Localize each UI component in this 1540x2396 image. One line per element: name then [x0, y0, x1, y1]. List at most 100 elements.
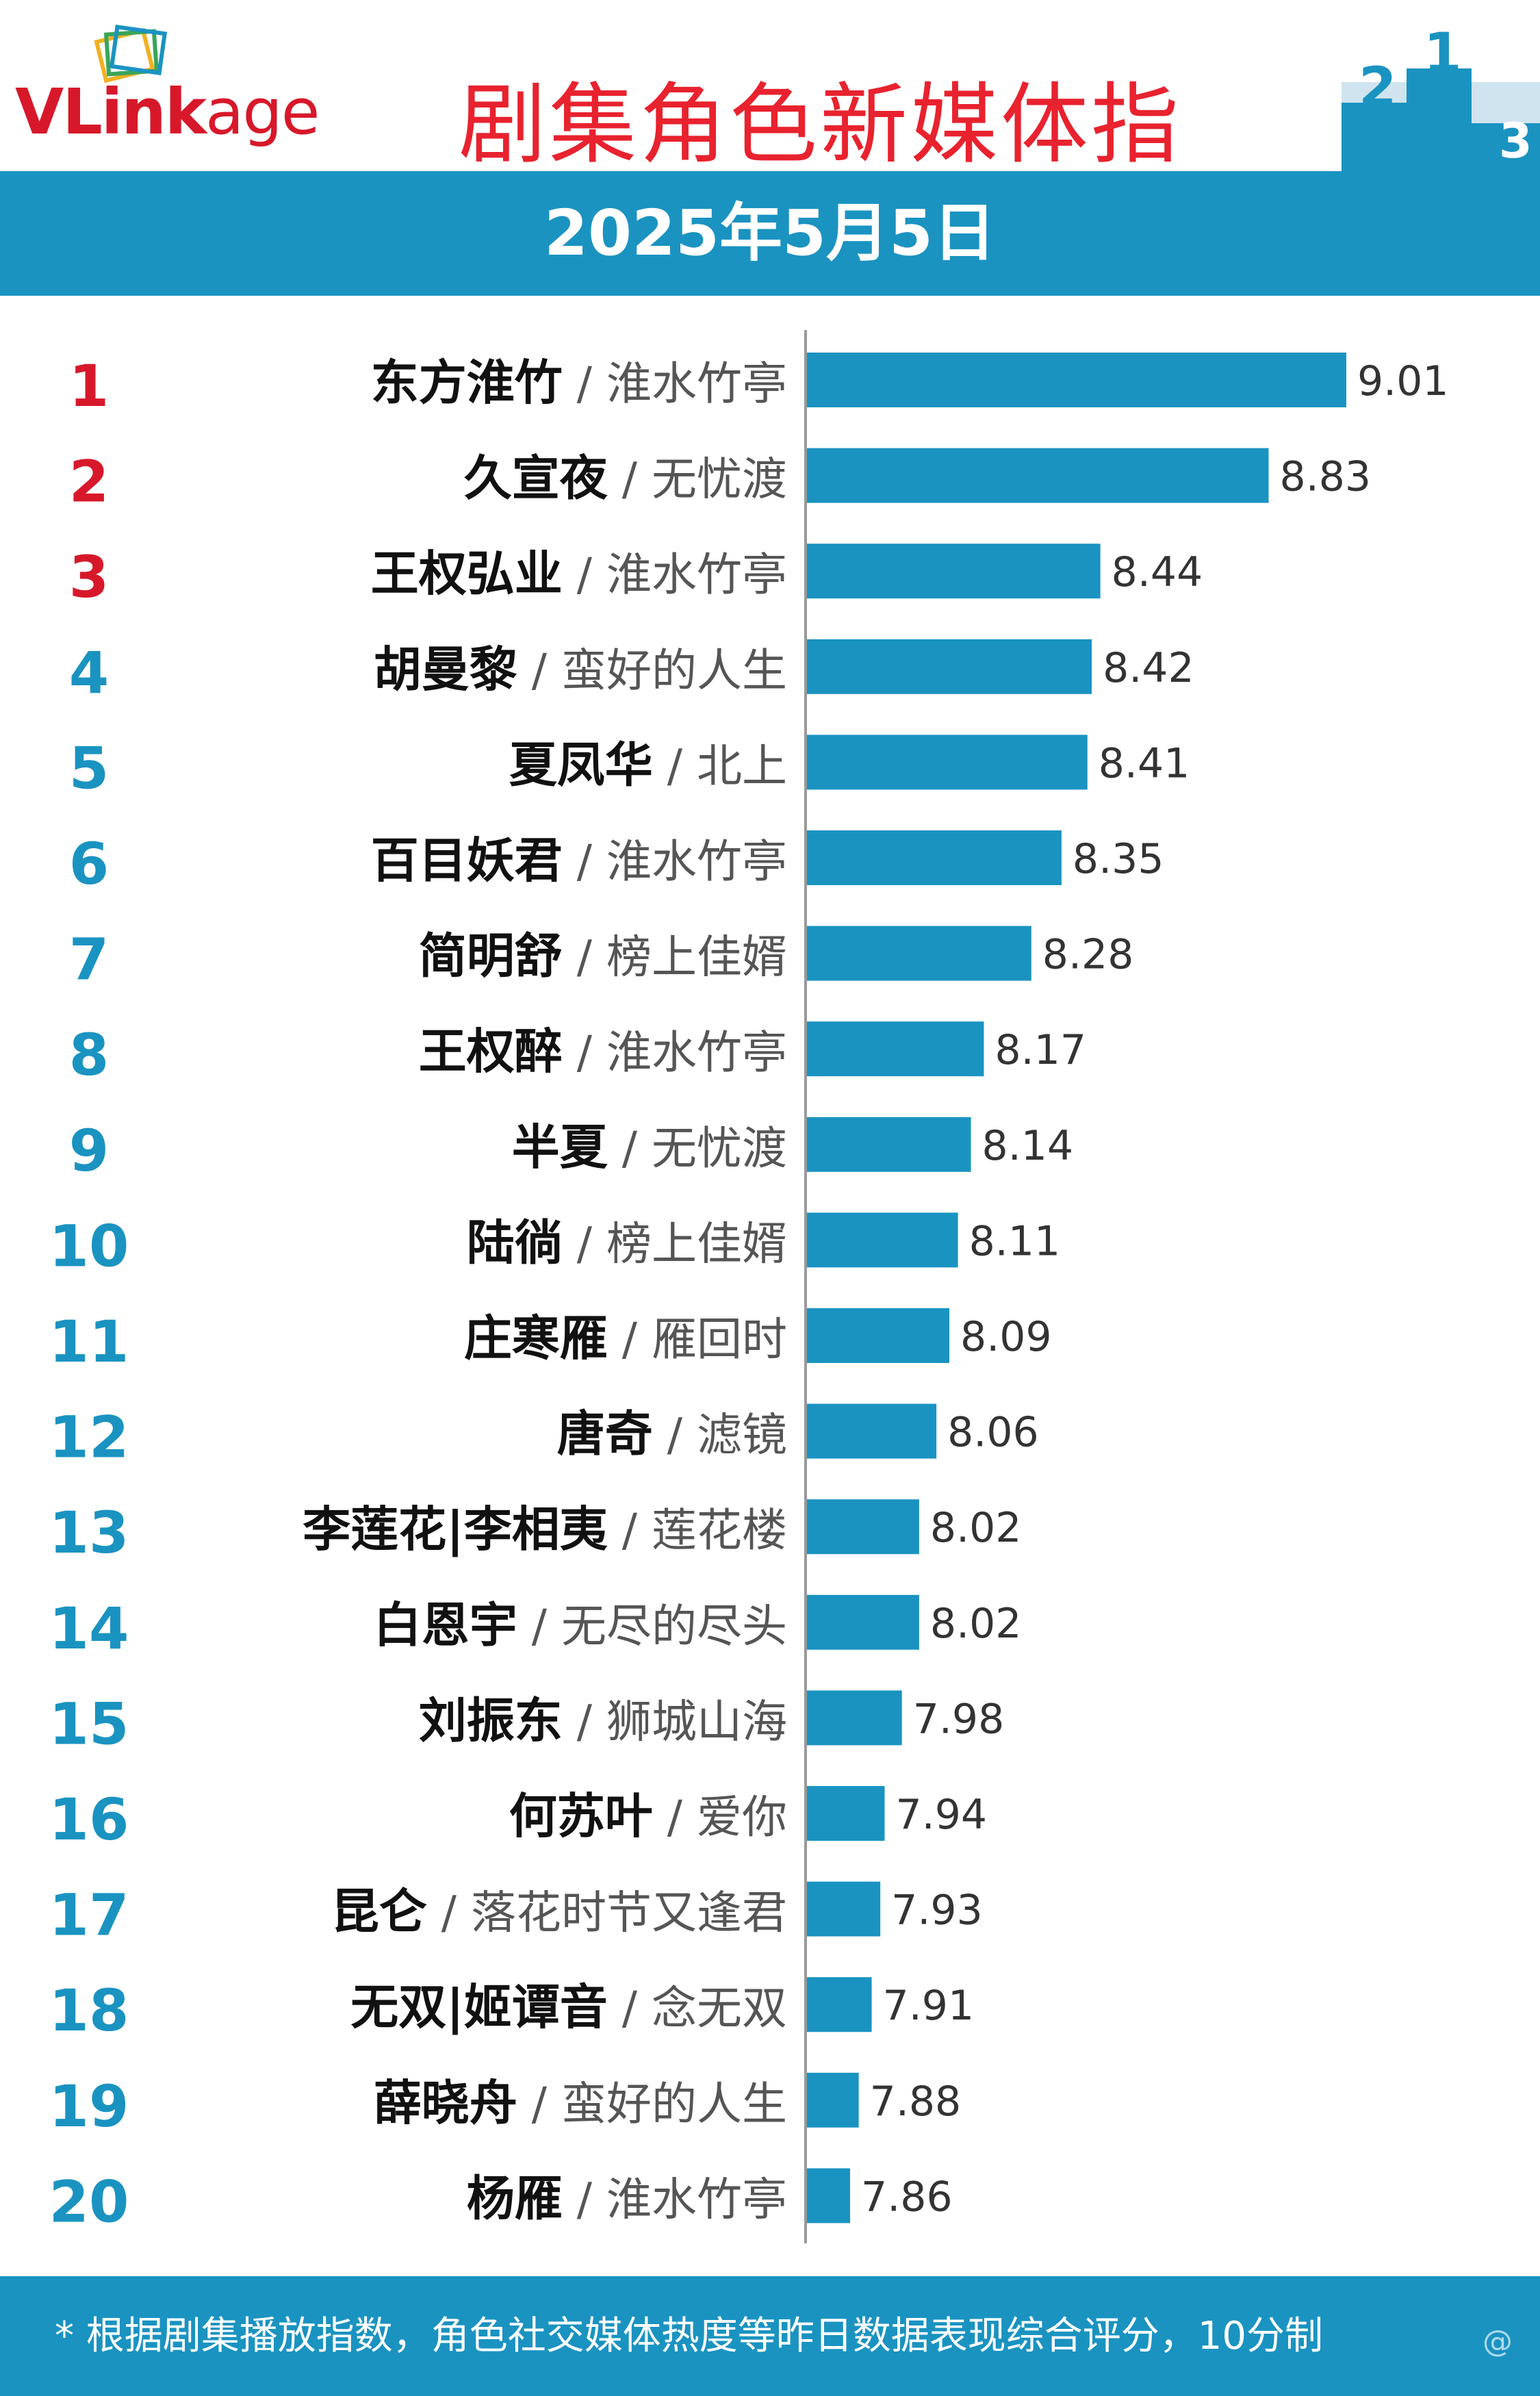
header: VLinkage 剧集角色新媒体指 2 1 3: [0, 0, 1540, 176]
character-name: 王权醉: [419, 1023, 563, 1080]
ranking-bar-chart: 1 东方淮竹 / 淮水竹亭 9.01 2 久宣夜 / 无忧渡 8.83 3 王权弘业 / 淮水…: [49, 330, 1449, 2243]
footer-banner: * 根据剧集播放指数，角色社交媒体热度等昨日数据表现综合评分，10分制 @: [0, 2276, 1540, 2396]
bar: [807, 2072, 859, 2128]
rank-label: 7: [69, 926, 109, 993]
bar: [807, 1021, 984, 1077]
bar: [807, 830, 1062, 885]
value-label: 8.28: [1042, 931, 1134, 979]
bar: [807, 1499, 919, 1555]
bar: [807, 926, 1031, 981]
category-label: 薛晓舟 / 蛮好的人生: [374, 2075, 787, 2131]
bar: [807, 1690, 902, 1746]
character-name: 东方淮竹: [371, 355, 563, 411]
value-label: 7.86: [861, 2173, 953, 2221]
drama-name: / 蛮好的人生: [517, 2078, 787, 2130]
category-label: 无双|姬谭音 / 念无双: [350, 1979, 787, 2035]
drama-name: / 淮水竹亭: [563, 357, 787, 410]
character-name: 李莲花|李相夷: [303, 1501, 608, 1557]
rank-label: 6: [69, 830, 109, 897]
value-label: 7.91: [883, 1982, 975, 2030]
rank-label: 8: [69, 1021, 109, 1088]
rank-label: 2: [69, 448, 109, 515]
bar: [807, 1117, 971, 1172]
svg-text:2: 2: [1359, 55, 1397, 119]
rank-label: 15: [49, 1690, 129, 1757]
category-label: 陆徜 / 榜上佳婿: [467, 1214, 787, 1271]
bar: [807, 448, 1269, 503]
logo-suffix: age: [205, 75, 320, 149]
value-label: 8.06: [947, 1409, 1039, 1457]
character-name: 胡曼黎: [374, 641, 517, 698]
bar: [807, 1977, 872, 2032]
value-label: 7.94: [895, 1791, 987, 1839]
value-label: 9.01: [1357, 357, 1449, 405]
bar: [807, 639, 1092, 694]
logo-frames-icon: [94, 25, 168, 84]
drama-name: / 念无双: [608, 1982, 787, 2035]
character-name: 薛晓舟: [374, 2075, 517, 2131]
character-name: 百目妖君: [371, 832, 563, 889]
watermark-icon: @: [1483, 2324, 1513, 2359]
rank-label: 13: [49, 1499, 129, 1566]
bar: [807, 1212, 958, 1268]
rank-label: 19: [49, 2073, 129, 2140]
category-label: 刘振东 / 狮城山海: [419, 1692, 787, 1748]
value-label: 8.17: [994, 1026, 1086, 1074]
drama-name: / 爱你: [653, 1791, 787, 1844]
character-name: 昆仑: [331, 1884, 427, 1940]
value-label: 7.98: [913, 1695, 1005, 1743]
character-name: 何苏叶: [509, 1788, 653, 1844]
svg-text:1: 1: [1424, 21, 1462, 85]
rank-label: 12: [49, 1404, 129, 1471]
category-label: 昆仑 / 落花时节又逢君: [331, 1884, 787, 1940]
rank-label: 9: [69, 1117, 109, 1184]
drama-name: / 莲花楼: [608, 1504, 787, 1557]
bar: [807, 1881, 881, 1937]
character-name: 白恩宇: [374, 1597, 517, 1653]
drama-name: / 落花时节又逢君: [427, 1887, 787, 1939]
character-name: 庄寒雁: [464, 1310, 608, 1366]
date-label: 2025年5月5日: [543, 196, 997, 270]
drama-name: / 狮城山海: [563, 1695, 787, 1748]
footer-note: * 根据剧集播放指数，角色社交媒体热度等昨日数据表现综合评分，10分制: [55, 2314, 1324, 2358]
value-label: 8.35: [1073, 835, 1164, 883]
podium-icon: 2 1 3: [1342, 21, 1540, 171]
category-label: 唐奇 / 滤镜: [557, 1406, 787, 1462]
bar: [807, 353, 1346, 407]
rank-label: 5: [69, 735, 109, 802]
character-name: 夏凤华: [509, 737, 653, 793]
drama-name: / 淮水竹亭: [563, 835, 787, 888]
character-name: 陆徜: [467, 1214, 563, 1271]
drama-name: / 淮水竹亭: [563, 2173, 787, 2226]
logo-text: VLinkage: [15, 75, 320, 149]
category-label: 夏凤华 / 北上: [509, 737, 787, 793]
character-name: 唐奇: [557, 1406, 653, 1462]
rank-label: 16: [49, 1786, 129, 1853]
value-label: 8.09: [960, 1313, 1052, 1361]
rank-label: 1: [69, 353, 109, 420]
drama-name: / 无忧渡: [608, 453, 787, 506]
value-label: 8.14: [982, 1122, 1074, 1170]
rank-label: 10: [49, 1212, 129, 1279]
value-label: 8.42: [1103, 644, 1194, 692]
category-label: 百目妖君 / 淮水竹亭: [371, 832, 787, 889]
vlinkage-logo: VLinkage: [15, 21, 337, 151]
drama-name: / 无尽的尽头: [517, 1600, 787, 1653]
bar: [807, 1786, 885, 1841]
drama-name: / 无忧渡: [608, 1122, 787, 1175]
category-label: 东方淮竹 / 淮水竹亭: [371, 355, 787, 411]
bar: [807, 2168, 851, 2223]
category-label: 李莲花|李相夷 / 莲花楼: [303, 1501, 787, 1557]
bar: [807, 1308, 950, 1363]
drama-name: / 滤镜: [653, 1409, 787, 1462]
category-label: 简明舒 / 榜上佳婿: [419, 928, 787, 984]
character-name: 半夏: [512, 1119, 608, 1175]
rank-label: 4: [69, 639, 109, 706]
page-title: 剧集角色新媒体指: [459, 74, 1182, 176]
svg-text:3: 3: [1499, 113, 1532, 169]
bar: [807, 1403, 937, 1459]
rank-label: 11: [49, 1308, 129, 1375]
rank-label: 20: [49, 2168, 129, 2235]
category-label: 何苏叶 / 爱你: [509, 1788, 787, 1844]
value-label: 8.41: [1099, 739, 1190, 787]
